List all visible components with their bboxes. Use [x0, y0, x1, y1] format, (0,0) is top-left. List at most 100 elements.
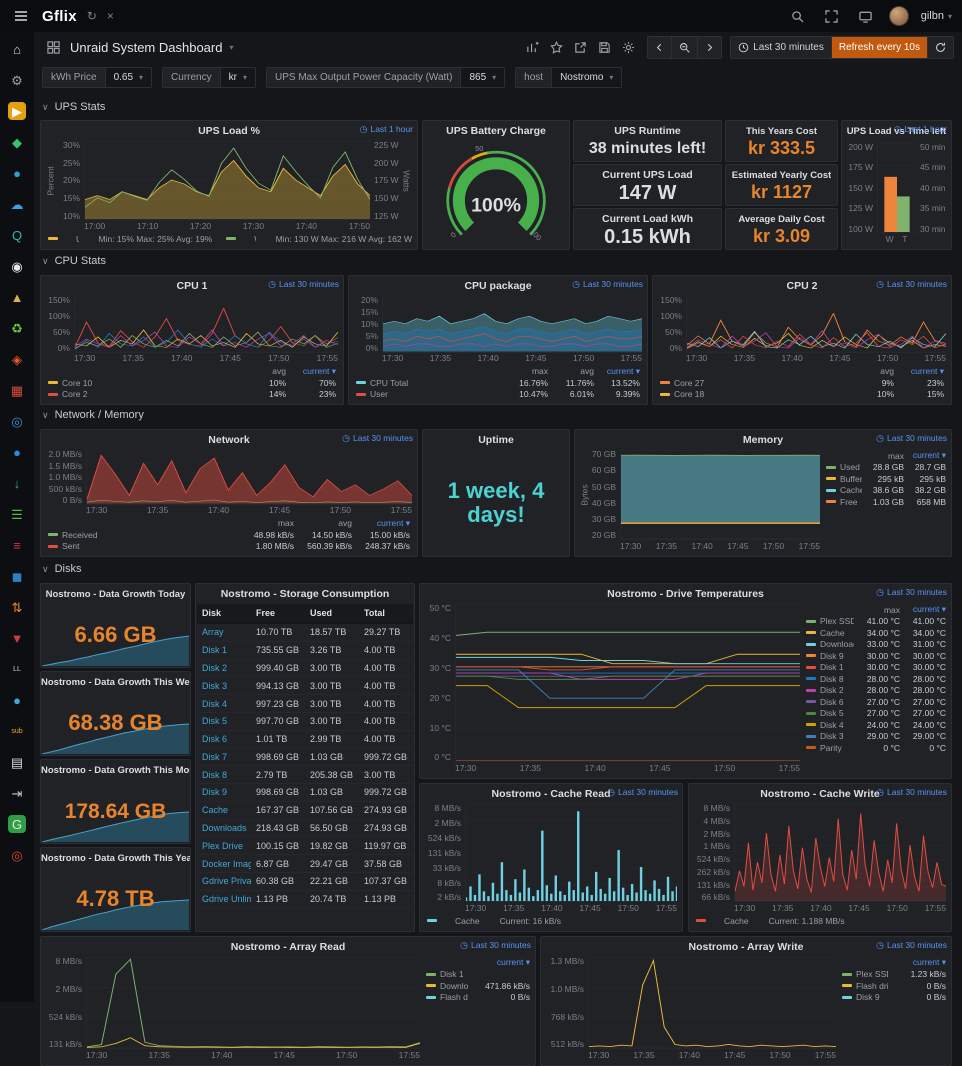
brand-logo[interactable]: Gflix: [42, 7, 77, 25]
app-grid-icon[interactable]: ▦: [8, 381, 26, 399]
save-icon[interactable]: [593, 36, 615, 58]
legend-series-cache[interactable]: Cache: [724, 915, 749, 926]
panel-title[interactable]: Nostromo - Data Growth This Week: [41, 676, 190, 688]
panel-title[interactable]: Average Daily Cost: [738, 213, 825, 225]
app-plex-icon[interactable]: ▶: [8, 102, 26, 120]
legend-series-plex-ssd[interactable]: Plex SSD: [820, 616, 854, 627]
legend-series-core-2[interactable]: Core 2: [62, 389, 88, 400]
row-header-disks[interactable]: ∨ Disks: [42, 562, 81, 576]
row-header-network-memory[interactable]: ∨ Network / Memory: [42, 408, 144, 422]
panel-title[interactable]: Nostromo - Cache Read: [491, 788, 611, 800]
settings-gear-icon[interactable]: [617, 36, 639, 58]
panel-title[interactable]: CPU 2: [786, 280, 818, 292]
legend-series-downloads[interactable]: Downloads: [820, 639, 854, 650]
row-header-cpu-stats[interactable]: ∨ CPU Stats: [42, 254, 106, 268]
disk-link[interactable]: Gdrive Unlimited: [197, 890, 251, 909]
app-library-icon[interactable]: ▤: [8, 753, 26, 771]
disk-link[interactable]: Array: [197, 623, 251, 642]
avatar[interactable]: [888, 6, 909, 26]
variable-value-dropdown[interactable]: Nostromo ▾: [552, 67, 622, 87]
panel-title[interactable]: Estimated Yearly Cost: [731, 169, 832, 181]
settings-gear-icon[interactable]: ⚙: [8, 71, 26, 89]
panel-title[interactable]: Nostromo - Data Growth This Month: [41, 764, 190, 776]
app-subsonic-icon[interactable]: sub: [8, 722, 26, 740]
app-target-icon[interactable]: ◎: [8, 846, 26, 864]
legend-column-current[interactable]: current ▾: [912, 450, 946, 461]
fullscreen-icon[interactable]: [821, 5, 843, 27]
disk-link[interactable]: Docker Image: [197, 854, 251, 873]
legend-column-max[interactable]: max: [883, 604, 900, 615]
time-badge[interactable]: ◷ Last 30 minutes: [876, 278, 947, 289]
time-range-button[interactable]: Last 30 minutes: [731, 36, 831, 58]
time-badge[interactable]: ◷ Last 30 minutes: [342, 432, 413, 443]
app-github-icon[interactable]: G: [8, 815, 26, 833]
legend-series-flash-drive[interactable]: Flash drive: [440, 992, 468, 1003]
legend-column-current[interactable]: current ▾: [912, 604, 946, 615]
app-layers-icon[interactable]: ≡: [8, 536, 26, 554]
app-stack-icon[interactable]: ☰: [8, 505, 26, 523]
time-badge[interactable]: ◷ Last 30 minutes: [876, 939, 947, 950]
legend-series-disk-9[interactable]: Disk 9: [820, 650, 844, 661]
close-icon[interactable]: ×: [106, 9, 114, 23]
cycle-view-icon[interactable]: ↻: [86, 9, 97, 23]
legend-series-downloads[interactable]: Downloads: [440, 980, 468, 991]
disk-link[interactable]: Cache: [197, 801, 251, 820]
logout-icon[interactable]: ⇥: [8, 784, 26, 802]
legend-series-parity[interactable]: Parity: [820, 742, 842, 753]
time-badge[interactable]: ◷ Last 30 minutes: [876, 586, 947, 597]
legend-column-max[interactable]: max: [277, 518, 294, 529]
app-monitor-icon[interactable]: ◎: [8, 412, 26, 430]
app-search-icon[interactable]: Q: [8, 226, 26, 244]
legend-series-disk-2[interactable]: Disk 2: [820, 685, 844, 696]
legend-column-current[interactable]: current ▾: [376, 517, 410, 528]
time-back-button[interactable]: [648, 36, 672, 58]
tv-mode-icon[interactable]: [855, 5, 877, 27]
home-icon[interactable]: ⌂: [8, 40, 26, 58]
column-used[interactable]: Used: [305, 604, 359, 624]
app-shield-icon[interactable]: ▼: [8, 629, 26, 647]
legend-column-current[interactable]: current ▾: [606, 365, 640, 376]
legend-series-disk-3[interactable]: Disk 3: [820, 731, 844, 742]
legend-series-cache[interactable]: Cache: [455, 915, 480, 926]
disk-link[interactable]: Plex Drive: [197, 836, 251, 856]
legend-series-disk-9[interactable]: Disk 9: [856, 992, 880, 1003]
legend-series-cache[interactable]: Cache: [820, 627, 845, 638]
column-free[interactable]: Free: [251, 604, 305, 624]
legend-series-cpu-total[interactable]: CPU Total: [370, 377, 409, 388]
panel-title[interactable]: Nostromo - Storage Consumption: [220, 588, 390, 600]
panel-title[interactable]: UPS Load %: [198, 125, 260, 137]
legend-series-disk-1[interactable]: Disk 1: [820, 662, 844, 673]
variable-value-dropdown[interactable]: 0.65 ▾: [105, 67, 152, 87]
legend-series-core-10[interactable]: Core 10: [62, 377, 93, 388]
disk-link[interactable]: Disk 6: [197, 730, 251, 749]
time-badge[interactable]: ◷ Last 30 minutes: [876, 786, 947, 797]
legend-series-cached[interactable]: Cached: [840, 485, 862, 496]
row-header-ups-stats[interactable]: ∨ UPS Stats: [42, 100, 105, 114]
disk-link[interactable]: Disk 8: [197, 765, 251, 785]
app-download-icon[interactable]: ↓: [8, 474, 26, 492]
app-drip-icon[interactable]: ●: [8, 691, 26, 709]
time-forward-button[interactable]: [697, 36, 722, 58]
app-jackett-icon[interactable]: ◈: [8, 350, 26, 368]
zoom-out-button[interactable]: [671, 36, 698, 58]
legend-series-buffered[interactable]: Buffered: [840, 473, 862, 484]
legend-series-user[interactable]: User: [370, 389, 388, 400]
app-recycle-icon[interactable]: ♻: [8, 319, 26, 337]
legend-series-used[interactable]: Used: [840, 462, 860, 473]
dashboard-grid-icon[interactable]: [42, 36, 64, 58]
disk-link[interactable]: Disk 4: [197, 694, 251, 713]
legend-series-watts[interactable]: Watts: [254, 234, 255, 244]
search-icon[interactable]: [787, 5, 809, 27]
star-icon[interactable]: [545, 36, 567, 58]
disk-link[interactable]: Disk 5: [197, 712, 251, 731]
legend-column-max[interactable]: max: [531, 366, 548, 377]
legend-column-current[interactable]: current ▾: [910, 365, 944, 376]
variable-value-dropdown[interactable]: 865 ▾: [461, 67, 505, 87]
legend-series-disk-1[interactable]: Disk 1: [440, 969, 464, 980]
legend-series-disk-4[interactable]: Disk 4: [820, 719, 844, 730]
app-bazarr-icon[interactable]: ▲: [8, 288, 26, 306]
panel-title[interactable]: UPS Load vs Time left: [846, 125, 947, 137]
legend-column-avg[interactable]: avg: [338, 518, 352, 529]
time-badge[interactable]: ◷ Last 30 minutes: [268, 278, 339, 289]
app-lazylibrarian-icon[interactable]: LL: [8, 660, 26, 678]
